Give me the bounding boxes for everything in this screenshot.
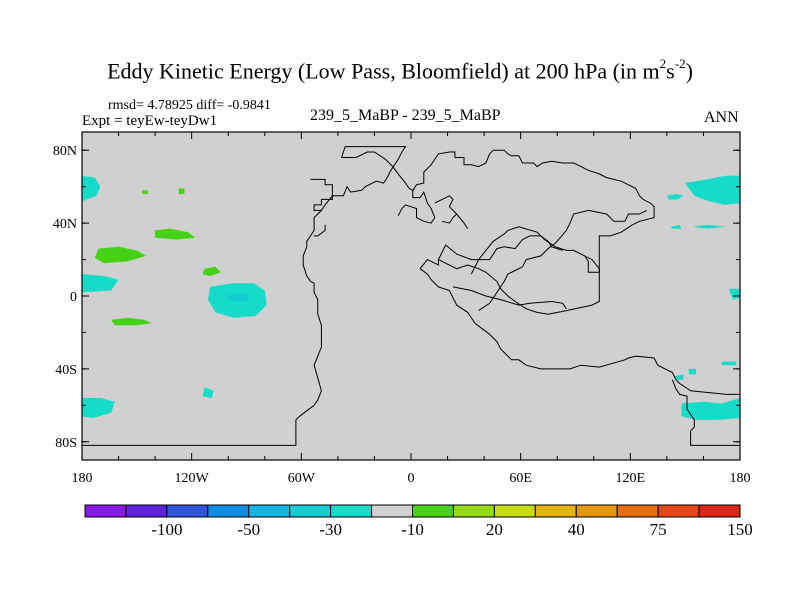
y-tick-label: 80S	[55, 436, 77, 451]
season-label: ANN	[704, 109, 739, 126]
region-cyan-c-eq-inner	[224, 292, 251, 302]
region-green-dot-c	[202, 266, 221, 276]
region-cyan-w-eq	[82, 274, 119, 293]
colorbar-swatch	[493, 504, 536, 518]
coastline-med-bump	[441, 213, 458, 224]
colorbar-swatch	[207, 504, 250, 518]
colorbar-label: 40	[568, 520, 585, 539]
colorbar-label: 150	[727, 520, 753, 539]
colorbar-swatch	[575, 504, 618, 518]
chart-title: Eddy Kinetic Energy (Low Pass, Bloomfiel…	[107, 56, 693, 84]
coastline-greenland-arm	[310, 178, 333, 211]
region-green-n-west	[94, 246, 146, 264]
colorbar-swatch	[248, 504, 291, 518]
colorbar-swatch	[330, 504, 373, 518]
stats-label: rmsd= 4.78925 diff= -0.9841	[108, 98, 271, 113]
x-tick-label: 60W	[288, 471, 316, 486]
colorbar-label: 75	[650, 520, 667, 539]
colorbar-swatch	[371, 504, 413, 518]
region-cyan-ne-edge	[685, 175, 740, 205]
region-cyan-nw-edge	[82, 175, 101, 202]
y-tick-label: 80N	[53, 144, 77, 159]
region-cyan-se-dots	[674, 374, 684, 380]
region-cyan-sw-1	[82, 398, 115, 419]
region-cyan-se-small	[688, 368, 697, 375]
region-green-dot-n2	[178, 188, 185, 194]
region-cyan-s-dot	[202, 387, 214, 398]
coastline-africa-inner	[452, 286, 567, 310]
colorbar-swatch	[698, 504, 741, 518]
colorbar-swatch	[166, 504, 209, 518]
colorbar-swatch	[534, 504, 577, 518]
x-tick-label: 180	[72, 471, 93, 486]
experiment-label: Expt = teyEw-teyDw1	[82, 113, 218, 129]
coastline-indian-loop	[437, 235, 563, 261]
colorbar-swatch	[289, 504, 332, 518]
region-cyan-se-band	[681, 398, 740, 420]
x-tick-label: 120E	[616, 471, 646, 486]
colorbar-swatch	[657, 504, 700, 518]
x-tick-label: 0	[408, 471, 415, 486]
coastline-eurasia-upper	[419, 149, 655, 315]
x-tick-label: 120W	[175, 471, 210, 486]
case-label: 239_5_MaBP - 239_5_MaBP	[310, 107, 501, 124]
colorbar-label: -30	[319, 520, 342, 539]
coastline-scandinavia	[397, 190, 436, 224]
coastline-iberia	[434, 195, 469, 229]
colorbar-swatch	[616, 504, 659, 518]
region-cyan-e-eq	[729, 288, 740, 300]
region-cyan-e-dot	[670, 224, 682, 229]
region-cyan-se-dash	[721, 361, 737, 366]
map-background	[82, 132, 740, 460]
colorbar-swatch	[452, 504, 495, 518]
y-tick-label: 40S	[55, 363, 77, 378]
coastline-africa	[419, 268, 740, 395]
colorbar-swatch	[412, 504, 454, 518]
region-green-dot-n1	[142, 190, 148, 194]
region-green-s-c	[111, 317, 152, 326]
coastline-australia-nz	[671, 379, 740, 446]
colorbar-label: -100	[151, 520, 182, 539]
coastline-caribbean-step	[314, 224, 326, 237]
region-cyan-e-line	[692, 224, 726, 229]
coastline-americas-outline	[82, 146, 456, 446]
coastline-layer	[82, 146, 740, 446]
axis-layer: 180 120W 60W 0 60E 120E 180 80N 40N 0 40S 80S	[53, 131, 751, 486]
colorbar-swatch	[125, 504, 168, 518]
colorbar-label: 20	[486, 520, 503, 539]
colorbar-swatch	[84, 504, 127, 518]
region-green-n-central	[155, 228, 196, 240]
region-cyan-ne-small	[666, 194, 684, 200]
colorbar-label: -10	[401, 520, 424, 539]
coastline-asia-inner	[478, 209, 648, 312]
y-tick-label: 40N	[53, 217, 77, 232]
x-tick-label: 180	[730, 471, 751, 486]
y-tick-label: 0	[70, 290, 77, 305]
colorbar: -100 -50 -30 -10 20 40 75 150	[84, 504, 753, 539]
map-layer	[82, 132, 740, 460]
colorbar-label: -50	[237, 520, 260, 539]
x-tick-label: 60E	[509, 471, 532, 486]
